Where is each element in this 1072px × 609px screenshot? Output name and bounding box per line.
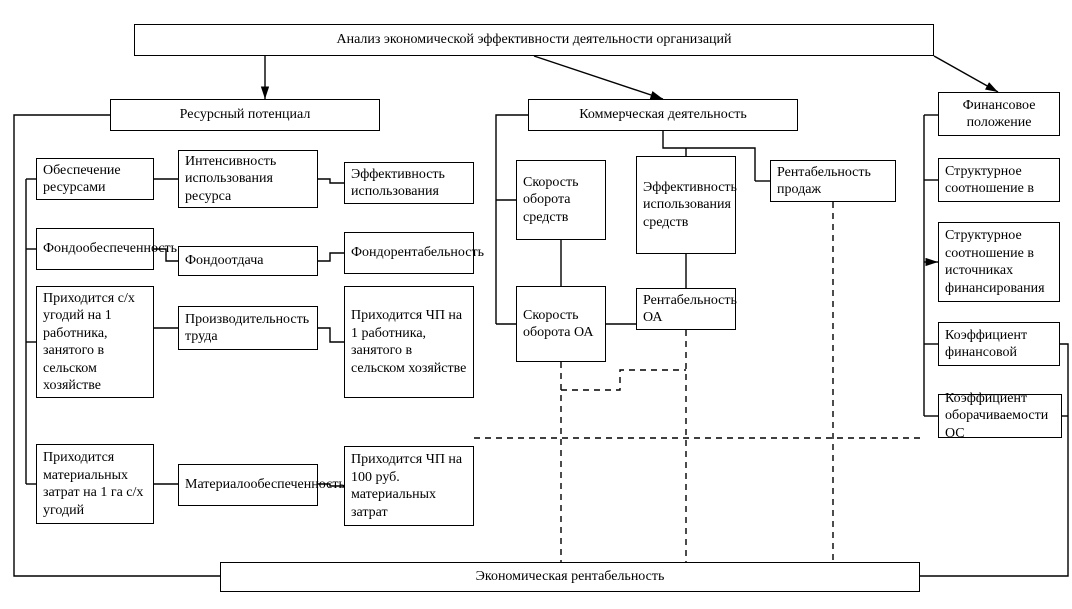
- edge-14: [318, 253, 344, 261]
- node-r1b: Интенсивность использования ресурса: [178, 150, 318, 208]
- node-f4: Коэффициент оборачиваемости ОС: [938, 394, 1062, 438]
- node-r3a: Приходится с/х угодий на 1 работника, за…: [36, 286, 154, 398]
- node-c3: Рентабельность продаж: [770, 160, 896, 202]
- node-c5: Рентабельность ОА: [636, 288, 736, 330]
- edge-2: [934, 56, 998, 92]
- node-f3: Коэффициент финансовой: [938, 322, 1060, 366]
- edge-13: [318, 179, 344, 183]
- node-bottom: Экономическая рентабельность: [220, 562, 920, 592]
- node-r3c: Приходится ЧП на 1 работника, занятого в…: [344, 286, 474, 398]
- node-c4: Скорость оборота ОА: [516, 286, 606, 362]
- edge-15: [318, 328, 344, 342]
- diagram-canvas: Анализ экономической эффективности деяте…: [0, 0, 1072, 609]
- node-r1a: Обеспечение ресурсами: [36, 158, 154, 200]
- node-r1c: Эффективность использования: [344, 162, 474, 204]
- node-resource: Ресурсный потенциал: [110, 99, 380, 131]
- node-r4a: Приходится материальных затрат на 1 га с…: [36, 444, 154, 524]
- node-c1: Скорость оборота средств: [516, 160, 606, 240]
- edge-38: [561, 370, 686, 390]
- edge-1: [534, 56, 663, 99]
- edge-32: [920, 344, 1068, 576]
- node-finance: Финансовое положение: [938, 92, 1060, 136]
- node-f1: Структурное соотношение в: [938, 158, 1060, 202]
- node-r2a: Фондообеспеченность: [36, 228, 154, 270]
- node-r2c: Фондорентабельность: [344, 232, 474, 274]
- node-r4c: Приходится ЧП на 100 руб. материальных з…: [344, 446, 474, 526]
- node-r4b: Материалообеспеченность: [178, 464, 318, 506]
- node-r3b: Производительность труда: [178, 306, 318, 350]
- node-commercial: Коммерческая деятельность: [528, 99, 798, 131]
- node-root: Анализ экономической эффективности деяте…: [134, 24, 934, 56]
- node-r2b: Фондоотдача: [178, 246, 318, 276]
- node-f2: Структурное соотношение в источниках фин…: [938, 222, 1060, 302]
- node-c2: Эффективность использования средств: [636, 156, 736, 254]
